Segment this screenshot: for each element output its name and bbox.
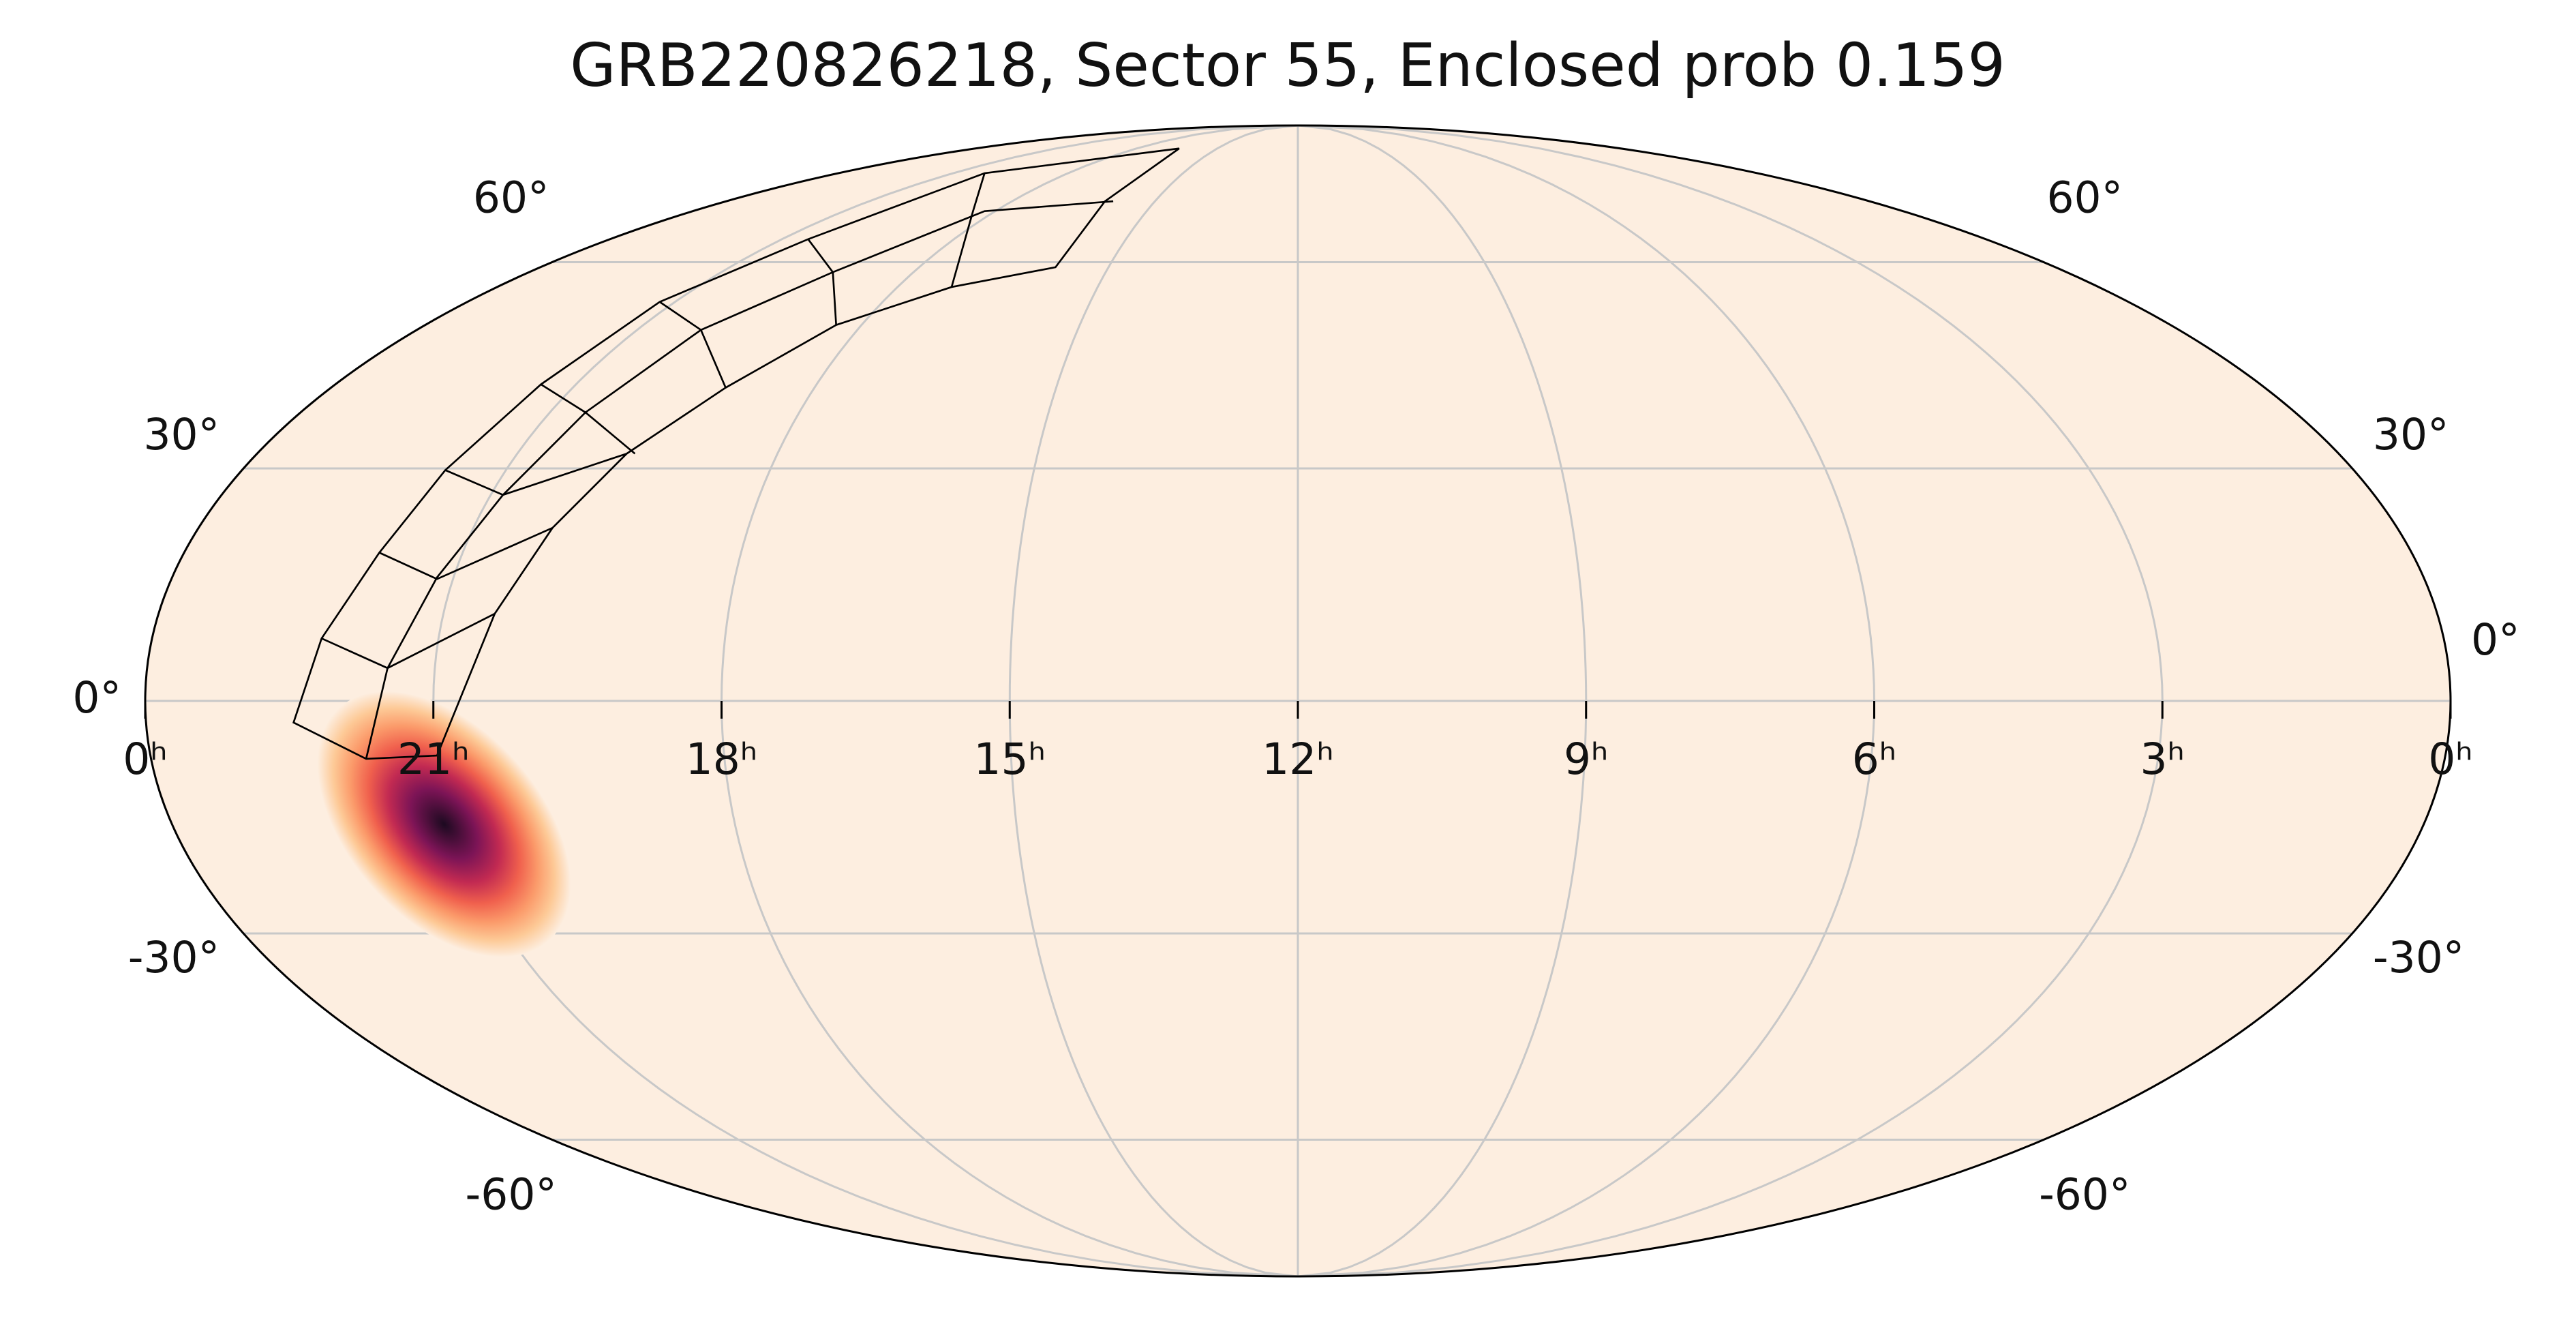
x-tick-label: 0ʰ [2428,734,2473,784]
y-tick-label: -60° [466,1170,557,1220]
x-tick-label: 0ʰ [123,734,168,784]
x-tick-label: 9ʰ [1564,734,1609,784]
y-tick-label: -60° [2039,1170,2130,1220]
x-tick-label: 3ʰ [2140,734,2185,784]
x-tick-label: 15ʰ [973,734,1046,784]
chart-title: GRB220826218, Sector 55, Enclosed prob 0… [570,31,2005,100]
y-tick-label: -30° [2373,933,2464,983]
y-tick-label: 60° [2046,173,2123,223]
x-tick-label: 21ʰ [397,734,470,784]
footprint-outline [292,147,1180,760]
x-tick-label: 6ʰ [1852,734,1897,784]
y-tick-label: 0° [2471,615,2520,665]
tess-footprint [292,147,1180,760]
y-tick-label: 30° [143,410,219,460]
x-tick-label: 18ʰ [686,734,758,784]
y-tick-label: -30° [128,933,219,983]
y-tick-label: 60° [473,173,549,223]
footprint-divider [321,173,986,670]
tick-labels: 0ʰ 21ʰ 18ʰ 15ʰ 12ʰ 9ʰ 6ʰ 3ʰ 0ʰ -60° -60° -30° -30° 0°… [72,173,2519,1220]
y-tick-label: 30° [2373,410,2449,460]
y-tick-label: 0° [72,673,121,723]
x-tick-label: 12ʰ [1262,734,1334,784]
